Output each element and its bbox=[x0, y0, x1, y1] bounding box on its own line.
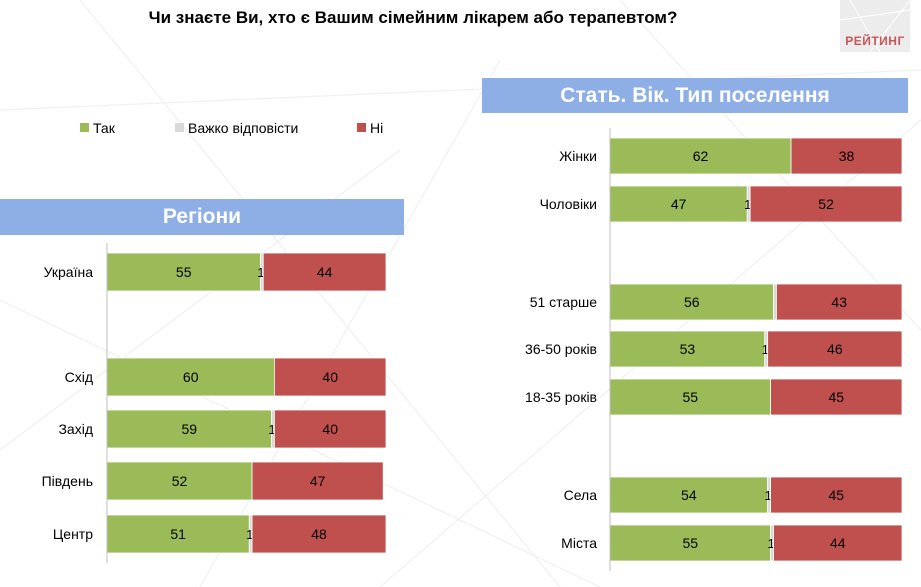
data-label-yes-18-35-років: 55 bbox=[683, 389, 699, 405]
legend-swatch-no bbox=[357, 123, 366, 132]
data-label-hard-to-say-чоловіки: 1 bbox=[744, 197, 751, 212]
category-label-захід: Захід bbox=[58, 421, 93, 437]
bar-no-чоловіки bbox=[749, 185, 903, 223]
category-label-південь: Південь bbox=[42, 473, 93, 489]
data-label-no-18-35-років: 45 bbox=[829, 389, 845, 405]
bar-no-захід bbox=[273, 409, 387, 449]
bar-no-міста bbox=[773, 524, 903, 562]
data-label-hard-to-say-захід: 1 bbox=[268, 422, 275, 437]
category-label-36-50-років: 36-50 років bbox=[525, 341, 597, 357]
legend-label-no: Ні bbox=[370, 120, 384, 136]
data-label-hard-to-say-36-50-років: 1 bbox=[762, 342, 769, 357]
data-label-no-південь: 47 bbox=[310, 473, 326, 489]
data-label-no-36-50-років: 46 bbox=[827, 341, 843, 357]
demographics-banner: Стать. Вік. Тип поселення bbox=[482, 78, 908, 113]
category-label-чоловіки: Чоловіки bbox=[540, 196, 597, 212]
legend-item-no: Ні bbox=[357, 120, 383, 136]
category-label-села: Села bbox=[564, 487, 598, 503]
bar-no-схід bbox=[273, 357, 387, 397]
bar-yes-україна bbox=[106, 252, 261, 292]
data-label-no-україна: 44 bbox=[317, 264, 333, 280]
legend-item-hard-to-say: Важко відповісти bbox=[175, 120, 298, 136]
data-label-yes-села: 54 bbox=[681, 487, 697, 503]
data-label-no-центр: 48 bbox=[311, 526, 327, 542]
logo-pattern bbox=[840, 0, 910, 52]
bar-no-36-50-років bbox=[767, 330, 903, 368]
bar-no-південь bbox=[251, 461, 384, 501]
bar-yes-18-35-років bbox=[609, 378, 772, 416]
logo-text: РЕЙТИНГ bbox=[845, 34, 905, 48]
legend-label-hard-to-say: Важко відповісти bbox=[188, 120, 299, 136]
regions-banner: Регіони bbox=[0, 199, 404, 235]
data-label-yes-схід: 60 bbox=[183, 369, 199, 385]
bar-no-жінки bbox=[790, 137, 903, 175]
data-label-yes-36-50-років: 53 bbox=[680, 341, 696, 357]
data-label-no-міста: 44 bbox=[830, 535, 846, 551]
legend-item-yes: Так bbox=[80, 120, 115, 136]
data-label-hard-to-say-центр: 1 bbox=[246, 527, 253, 542]
data-label-yes-чоловіки: 47 bbox=[671, 196, 687, 212]
data-label-no-чоловіки: 52 bbox=[818, 196, 834, 212]
data-label-hard-to-say-села: 1 bbox=[765, 488, 772, 503]
data-label-yes-жінки: 62 bbox=[693, 148, 709, 164]
data-label-no-схід: 40 bbox=[322, 369, 338, 385]
bar-yes-захід bbox=[106, 409, 273, 449]
data-label-no-жінки: 38 bbox=[839, 148, 855, 164]
category-label-схід: Схід bbox=[65, 369, 93, 385]
category-label-центр: Центр bbox=[53, 526, 93, 542]
rating-logo: РЕЙТИНГ bbox=[840, 0, 910, 52]
data-label-no-51-старше: 43 bbox=[831, 294, 847, 310]
data-label-no-села: 45 bbox=[829, 487, 845, 503]
data-label-hard-to-say-міста: 1 bbox=[767, 536, 774, 551]
page-title: Чи знаєте Ви, хто є Вашим сімейним лікар… bbox=[148, 8, 678, 27]
data-label-yes-захід: 59 bbox=[182, 421, 198, 437]
bar-yes-чоловіки bbox=[609, 185, 748, 223]
data-label-yes-україна: 55 bbox=[176, 264, 192, 280]
data-label-no-захід: 40 bbox=[322, 421, 338, 437]
bar-no-51-старше bbox=[776, 283, 903, 321]
data-label-yes-центр: 51 bbox=[170, 526, 186, 542]
category-label-18-35-років: 18-35 років bbox=[525, 389, 597, 405]
category-label-жінки: Жінки bbox=[559, 148, 597, 164]
bar-no-села bbox=[770, 476, 903, 514]
bar-no-україна bbox=[262, 252, 387, 292]
category-label-міста: Міста bbox=[561, 535, 597, 551]
data-label-hard-to-say-україна: 1 bbox=[257, 265, 264, 280]
bar-hard-to-say-51-старше bbox=[773, 283, 777, 321]
data-label-yes-південь: 52 bbox=[172, 473, 188, 489]
legend-swatch-yes bbox=[80, 123, 89, 132]
category-label-51-старше: 51 старше bbox=[530, 294, 598, 310]
bar-no-18-35-років bbox=[770, 378, 903, 416]
legend-label-yes: Так bbox=[93, 120, 115, 136]
data-label-yes-міста: 55 bbox=[683, 535, 699, 551]
bar-yes-жінки bbox=[609, 137, 792, 175]
data-label-yes-51-старше: 56 bbox=[684, 294, 700, 310]
category-label-україна: Україна bbox=[44, 264, 94, 280]
legend-swatch-hard-to-say bbox=[175, 123, 184, 132]
bar-yes-центр bbox=[106, 514, 250, 554]
bar-no-центр bbox=[251, 514, 387, 554]
